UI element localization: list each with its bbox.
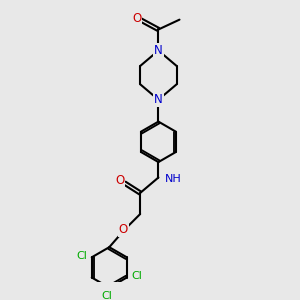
Text: NH: NH — [165, 174, 182, 184]
Text: N: N — [154, 44, 163, 57]
Text: N: N — [154, 93, 163, 106]
Text: O: O — [115, 174, 124, 188]
Text: O: O — [132, 12, 141, 25]
Text: Cl: Cl — [131, 271, 142, 281]
Text: Cl: Cl — [76, 251, 87, 261]
Text: O: O — [119, 223, 128, 236]
Text: Cl: Cl — [101, 291, 112, 300]
